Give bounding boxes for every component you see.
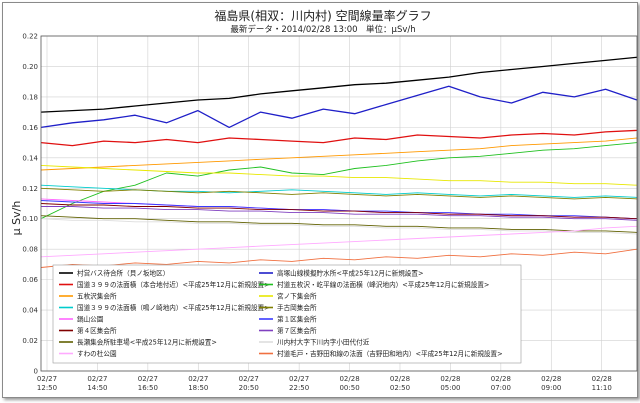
legend-entry: 第７区集会所 (277, 326, 317, 335)
legend-entry: 五枚沢集会所 (77, 292, 117, 301)
y-tick-label: 0.06 (22, 276, 38, 284)
x-tick-time: 09:00 (541, 384, 561, 392)
y-tick-label: 0.22 (22, 33, 38, 41)
x-tick-date: 02/28 (339, 375, 359, 383)
series-line (40, 142, 638, 220)
y-tick-label: 0.02 (22, 337, 38, 345)
x-tick-time: 22:50 (289, 384, 309, 392)
x-tick-time: 16:50 (138, 384, 158, 392)
series-line (40, 137, 638, 171)
chart-subtitle: 最新データ・2014/02/28 13:00 単位：μSv/h (230, 24, 415, 35)
y-tick-label: 0.16 (22, 124, 38, 132)
x-tick-date: 02/27 (239, 375, 259, 383)
legend-entry: 村道毛戸・吉野田和線の法面（吉野田和地内）<平成25年12月に新規設置> (277, 349, 503, 358)
series-line (40, 248, 638, 268)
series-line (41, 206, 638, 221)
x-tick-date: 02/28 (541, 375, 561, 383)
x-tick-time: 00:50 (339, 384, 359, 392)
legend-entry: 宮ノ下集会所 (277, 292, 317, 301)
legend-box (52, 264, 522, 364)
x-tick-date: 02/27 (37, 375, 57, 383)
x-tick-date: 02/27 (188, 375, 208, 383)
y-tick-label: 0 (34, 368, 38, 376)
legend-entry: 村道五枚沢・屹平線の法面横（峰沢地内）<平成25年12月に新規設置> (277, 280, 489, 289)
y-tick-label: 0.20 (22, 63, 38, 71)
chart-window: 福島県(相双：川内村) 空間線量率グラフ 最新データ・2014/02/28 13… (2, 2, 638, 398)
x-tick-date: 02/27 (138, 375, 158, 383)
x-tick-time: 07:00 (491, 384, 511, 392)
x-tick-date: 02/28 (440, 375, 460, 383)
x-tick-time: 18:50 (188, 384, 208, 392)
x-tick-date: 02/27 (289, 375, 309, 383)
legend: 村営バス待合所（貝ノ坂地区） 高塚山線模擬貯水所<平成25年12月に新規設置> 国道… (52, 264, 522, 364)
series-line (40, 85, 638, 129)
y-tick-label: 0.18 (22, 93, 38, 101)
x-tick-time: 14:50 (87, 384, 107, 392)
y-tick-label: 0.04 (22, 307, 38, 315)
plot-area-border (40, 35, 638, 372)
x-tick-time: 02:50 (390, 384, 410, 392)
chart-svg: 福島県(相双：川内村) 空間線量率グラフ 最新データ・2014/02/28 13… (10, 8, 638, 392)
x-tick-date: 02/28 (592, 375, 612, 383)
series-line (40, 164, 638, 186)
x-tick-time: 05:00 (440, 384, 460, 392)
legend-entry: 国道３９９の法面横（本合地付近）<平成25年12月に新規設置> (77, 280, 270, 289)
series-line (40, 218, 638, 235)
legend-entry: 国道３９９の法面横（鳴ノ崎地内）<平成25年12月に新規設置> (77, 303, 270, 312)
legend-entry: 第１区集会所 (277, 315, 317, 324)
legend-entry: 高塚山線模擬貯水所<平成25年12月に新規設置> (277, 269, 424, 278)
legend-entry: 長瀬集会所駐車場<平成25年12月に新規設置> (77, 338, 217, 347)
series-line (40, 215, 638, 233)
y-tick-label: 0.12 (22, 185, 38, 193)
series-line (40, 225, 638, 258)
x-tick-date: 02/28 (491, 375, 511, 383)
series-line (40, 184, 638, 198)
x-tick-date: 02/28 (390, 375, 410, 383)
legend-entry: 手古岡集会所 (277, 303, 317, 312)
series-line (40, 187, 638, 200)
y-tick-label: 0.08 (22, 246, 38, 254)
y-tick-label: 0.14 (22, 154, 38, 162)
legend-entry: 鍋山公園 (77, 315, 104, 324)
legend-entry: 村営バス待合所（貝ノ坂地区） (77, 269, 169, 278)
y-axis-label: μ Sv/h (10, 201, 23, 236)
y-tick-label: 0.10 (22, 215, 38, 223)
axes: 0 0.02 0.04 0.06 0.08 0.10 0.12 0.14 0.16 0.18 0.2… (22, 33, 638, 392)
series-lines (40, 56, 638, 268)
series-line (40, 203, 638, 220)
series-line (40, 129, 638, 147)
x-tick-time: 11:10 (592, 384, 612, 392)
x-tick-date: 02/27 (87, 375, 107, 383)
legend-entry: すわの杜公園 (77, 349, 117, 358)
chart-title: 福島県(相双：川内村) 空間線量率グラフ (214, 8, 431, 23)
x-tick-time: 12:50 (37, 384, 57, 392)
legend-entry: 第４区集会所 (77, 326, 117, 335)
legend-entry: 川内村大字下川内字小田代付近 (277, 338, 370, 347)
x-tick-time: 20:50 (239, 384, 259, 392)
series-line (40, 56, 638, 113)
